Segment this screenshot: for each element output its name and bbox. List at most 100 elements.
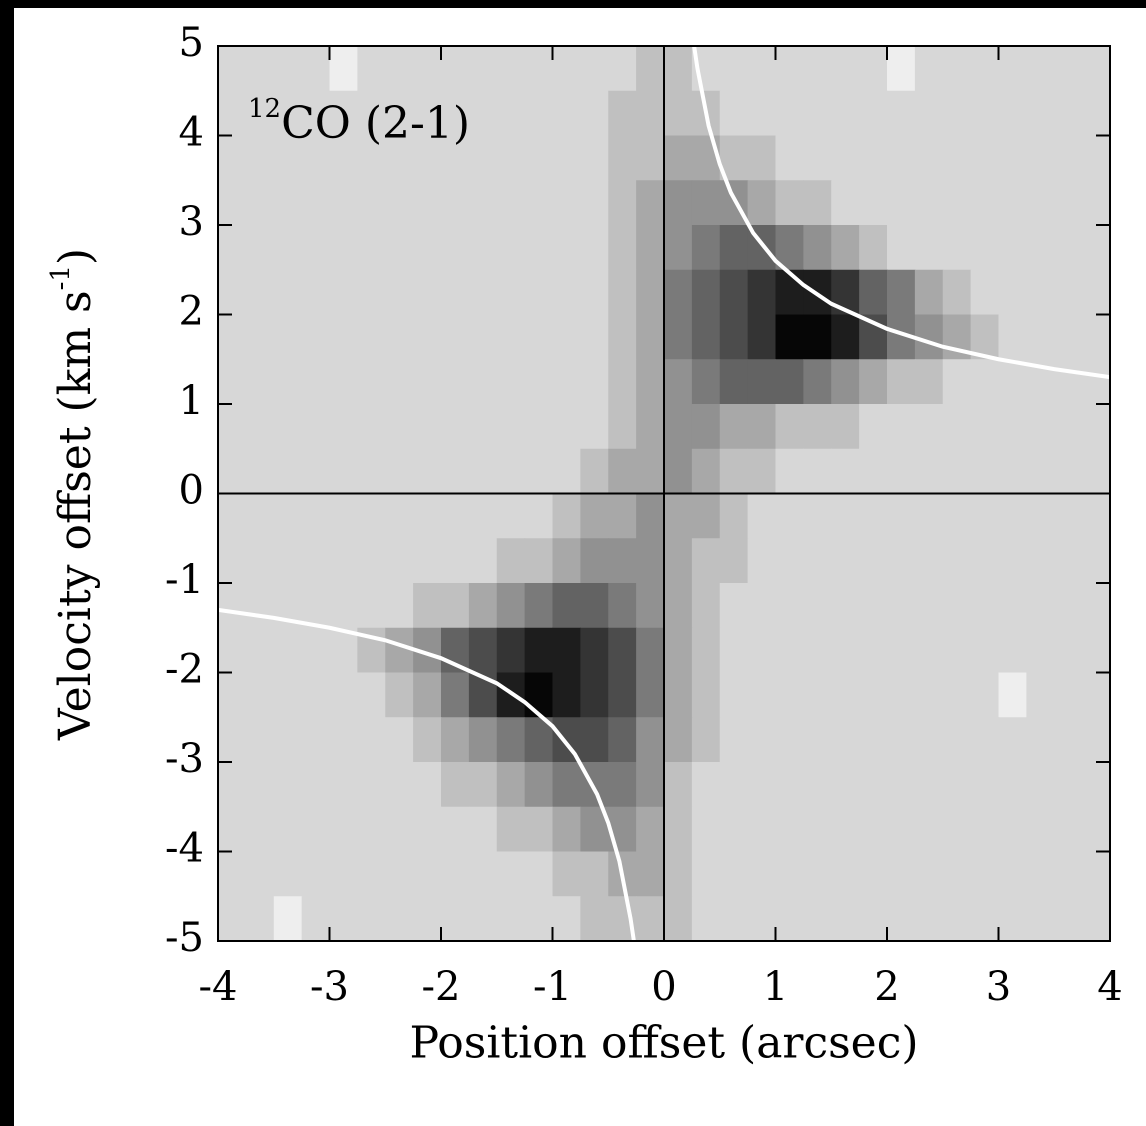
heat-cell	[719, 404, 749, 450]
heat-cell	[636, 180, 665, 226]
heat-cell	[413, 851, 442, 897]
heat-cell	[468, 448, 498, 495]
heat-cell	[887, 135, 916, 181]
heat-cell	[413, 806, 442, 853]
heat-cell	[803, 493, 832, 539]
heat-cell	[301, 314, 331, 360]
heat-cell	[1026, 806, 1055, 853]
heat-cell	[357, 583, 386, 629]
heat-cell	[524, 851, 554, 897]
heat-cell	[691, 225, 721, 271]
heat-cell	[775, 717, 804, 763]
heat-cell	[496, 851, 526, 897]
heat-cell	[580, 269, 609, 316]
heat-cell	[357, 493, 386, 539]
heat-cell	[998, 851, 1027, 897]
heat-cell	[441, 672, 470, 718]
heat-cell	[1054, 314, 1083, 360]
heat-cell	[914, 627, 944, 674]
heat-cell	[524, 46, 554, 92]
heat-cell	[775, 762, 804, 808]
heat-cell	[413, 314, 442, 360]
heat-cell	[1026, 46, 1055, 92]
heat-cell	[301, 583, 331, 629]
heat-cell	[691, 806, 721, 853]
heat-cell	[636, 627, 665, 674]
heat-cell	[831, 359, 860, 405]
heat-cell	[747, 46, 777, 92]
heat-cell	[273, 493, 303, 539]
heat-cell	[218, 493, 247, 539]
heat-cell	[664, 90, 693, 137]
heat-cell	[831, 762, 860, 808]
heat-cell	[719, 806, 749, 853]
heat-cell	[803, 762, 832, 808]
heat-cell	[859, 672, 888, 718]
heat-cell	[691, 672, 721, 718]
heat-cell	[775, 538, 804, 584]
x-tick-label: -1	[533, 964, 572, 1010]
heat-cell	[719, 538, 749, 584]
heat-cell	[524, 493, 554, 539]
heat-cell	[608, 717, 637, 763]
heat-cell	[552, 538, 581, 584]
heat-cell	[608, 359, 637, 405]
heat-cell	[218, 448, 247, 495]
heat-cell	[413, 225, 442, 271]
heat-cell	[719, 46, 749, 92]
heat-cell	[664, 180, 693, 226]
heat-cell	[301, 762, 331, 808]
heat-cell	[580, 583, 609, 629]
heat-cell	[441, 359, 470, 405]
heat-cell	[413, 90, 442, 137]
heat-cell	[524, 90, 554, 137]
heat-cell	[1082, 314, 1111, 360]
heat-cell	[942, 538, 972, 584]
heat-cell	[719, 90, 749, 137]
heat-cell	[1054, 672, 1083, 718]
heat-cell	[468, 180, 498, 226]
heat-cell	[441, 180, 470, 226]
heat-cell	[1054, 359, 1083, 405]
heat-cell	[831, 404, 860, 450]
heat-cell	[218, 896, 247, 942]
heat-cell	[218, 90, 247, 137]
heat-cell	[580, 627, 609, 674]
heat-cell	[664, 538, 693, 584]
heat-cell	[1054, 493, 1083, 539]
heat-cell	[301, 135, 331, 181]
heat-cell	[747, 314, 777, 360]
heat-cell	[942, 717, 972, 763]
heat-cell	[385, 762, 414, 808]
heat-cell	[608, 314, 637, 360]
heat-cell	[887, 896, 916, 942]
heat-cell	[1082, 225, 1111, 271]
heat-cell	[775, 404, 804, 450]
heat-cell	[245, 225, 275, 271]
heat-cell	[524, 269, 554, 316]
heat-cell	[608, 672, 637, 718]
heat-cell	[998, 493, 1027, 539]
heat-cell	[413, 46, 442, 92]
heat-cell	[385, 851, 414, 897]
heat-cell	[1054, 851, 1083, 897]
heat-cell	[245, 896, 275, 942]
y-tick-label: -5	[165, 915, 204, 961]
heat-cell	[859, 583, 888, 629]
heat-cell	[468, 135, 498, 181]
heat-cell	[496, 538, 526, 584]
heat-cell	[914, 135, 944, 181]
heat-cell	[413, 583, 442, 629]
heat-cell	[441, 538, 470, 584]
heat-cell	[942, 90, 972, 137]
model-curve	[218, 607, 636, 941]
heat-cell	[775, 90, 804, 137]
heat-cell	[831, 448, 860, 495]
y-label-sup: -1	[46, 265, 76, 290]
heat-cell	[775, 46, 804, 92]
heat-cell	[887, 448, 916, 495]
heat-cell	[496, 896, 526, 942]
heat-cell	[580, 672, 609, 718]
heat-cell	[1026, 583, 1055, 629]
heat-cell	[887, 269, 916, 316]
